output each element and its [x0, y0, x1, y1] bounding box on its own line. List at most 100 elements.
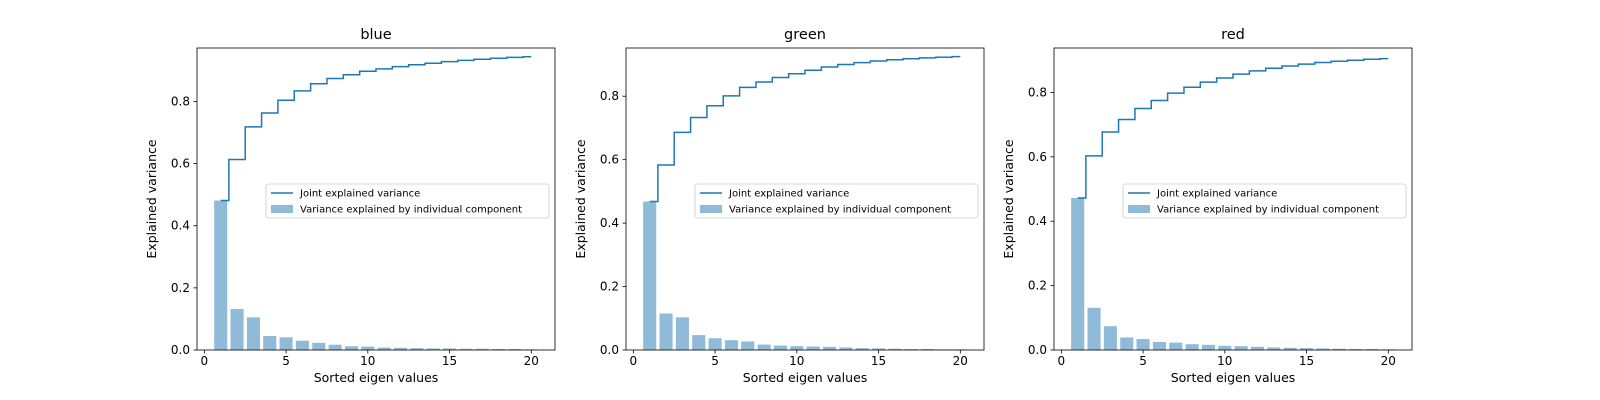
y-tick-label: 0.4 — [1028, 214, 1047, 228]
bar-17 — [475, 348, 489, 350]
bar-11 — [806, 346, 820, 350]
bar-17 — [1332, 348, 1346, 350]
bar-12 — [822, 346, 837, 350]
subplot-blue: 0 5 10 15 20 0.0 0.2 0.4 0.6 0.8 blue Sorted eigen … — [144, 27, 556, 385]
bar-8 — [757, 344, 771, 350]
bar-18 — [1349, 349, 1363, 350]
bar-4 — [1120, 337, 1134, 350]
y-tick-label: 0.6 — [171, 157, 190, 171]
bar-11 — [1234, 346, 1248, 350]
bar-12 — [1250, 346, 1265, 350]
bar-9 — [344, 346, 359, 350]
x-tick-label: 20 — [1381, 354, 1396, 368]
legend: Joint explained variance Variance explain… — [265, 183, 550, 219]
bar-13 — [410, 348, 424, 350]
bar-1 — [214, 200, 228, 350]
x-tick-label: 10 — [1217, 354, 1232, 368]
bar-16 — [888, 348, 902, 350]
bar-14 — [426, 348, 440, 350]
bar-9 — [1201, 344, 1216, 350]
bar-10 — [1218, 345, 1232, 350]
legend-box — [265, 183, 550, 219]
bar-3 — [1103, 326, 1117, 350]
bar-6 — [724, 340, 738, 350]
bar-7 — [741, 341, 755, 350]
bar-15 — [872, 348, 886, 350]
bar-19 — [508, 349, 522, 350]
cumulative-step-line — [1077, 57, 1389, 199]
y-tick-label: 0.6 — [600, 153, 619, 167]
legend-bar-swatch — [271, 205, 293, 213]
x-tick-label: 20 — [953, 354, 968, 368]
bar-14 — [855, 348, 869, 350]
bar-7 — [1169, 342, 1183, 350]
y-axis-label: Explained variance — [144, 139, 159, 258]
x-tick-label: 10 — [360, 354, 375, 368]
bar-4 — [692, 335, 706, 350]
bar-16 — [459, 348, 473, 350]
bar-15 — [443, 348, 457, 350]
y-axis-label: Explained variance — [573, 139, 588, 258]
bar-15 — [1300, 348, 1314, 350]
x-axis-label: Sorted eigen values — [743, 370, 868, 385]
chart-title: green — [784, 27, 826, 43]
x-tick-label: 15 — [442, 354, 457, 368]
bar-5 — [279, 337, 293, 350]
axes-frame — [1053, 47, 1413, 351]
y-tick-label: 0.8 — [600, 89, 619, 103]
y-tick-label: 0.6 — [1028, 150, 1047, 164]
bar-8 — [328, 344, 342, 350]
bar-13 — [1267, 347, 1281, 350]
bar-16 — [1316, 348, 1330, 350]
legend-label-individual: Variance explained by individual compone… — [1157, 205, 1379, 216]
bar-5 — [708, 338, 722, 350]
bar-17 — [904, 349, 918, 350]
chart-title: blue — [360, 27, 391, 43]
bar-5 — [1136, 339, 1150, 350]
y-tick-label: 0.2 — [1028, 279, 1047, 293]
bar-13 — [839, 347, 853, 350]
bar-12 — [393, 347, 408, 350]
bar-3 — [246, 317, 260, 350]
cumulative-step-line — [220, 55, 532, 202]
legend-label-joint: Joint explained variance — [299, 189, 420, 200]
bar-19 — [1365, 349, 1379, 350]
y-tick-label: 0.8 — [171, 94, 190, 108]
y-tick-label: 0.4 — [171, 219, 190, 233]
y-tick-label: 0.4 — [600, 216, 619, 230]
axes-frame — [625, 47, 985, 351]
x-tick-label: 5 — [282, 354, 290, 368]
bar-7 — [312, 342, 326, 350]
subplot-green: 0 5 10 15 20 0.0 0.2 0.4 0.6 0.8 green Sorted eigen… — [573, 27, 985, 385]
x-tick-label: 0 — [630, 354, 638, 368]
subplot-red: 0 5 10 15 20 0.0 0.2 0.4 0.6 0.8 red Sorted eigen v… — [1001, 27, 1413, 385]
legend-bar-swatch — [1128, 205, 1150, 213]
y-tick-label: 0.2 — [171, 281, 190, 295]
x-tick-label: 15 — [1299, 354, 1314, 368]
y-tick-label: 0.0 — [1028, 343, 1047, 357]
legend-label-joint: Joint explained variance — [1156, 189, 1277, 200]
x-tick-label: 20 — [524, 354, 539, 368]
legend-box — [694, 183, 979, 219]
legend: Joint explained variance Variance explain… — [694, 183, 979, 219]
legend-label-joint: Joint explained variance — [728, 189, 849, 200]
bar-8 — [1185, 344, 1199, 350]
legend-box — [1122, 183, 1407, 219]
bar-11 — [377, 347, 391, 350]
cumulative-step-line — [649, 55, 961, 203]
bar-1 — [1071, 198, 1085, 350]
x-tick-label: 15 — [871, 354, 886, 368]
x-tick-label: 0 — [201, 354, 209, 368]
bar-18 — [921, 349, 935, 350]
y-axis-label: Explained variance — [1001, 139, 1016, 258]
bar-4 — [263, 336, 277, 350]
legend: Joint explained variance Variance explain… — [1122, 183, 1407, 219]
x-axis-label: Sorted eigen values — [314, 370, 439, 385]
legend-label-individual: Variance explained by individual compone… — [300, 205, 522, 216]
y-tick-label: 0.0 — [600, 343, 619, 357]
y-tick-label: 0.0 — [171, 343, 190, 357]
bar-6 — [1152, 341, 1166, 350]
bar-2 — [1087, 307, 1101, 350]
legend-bar-swatch — [700, 205, 722, 213]
bar-6 — [295, 340, 309, 350]
